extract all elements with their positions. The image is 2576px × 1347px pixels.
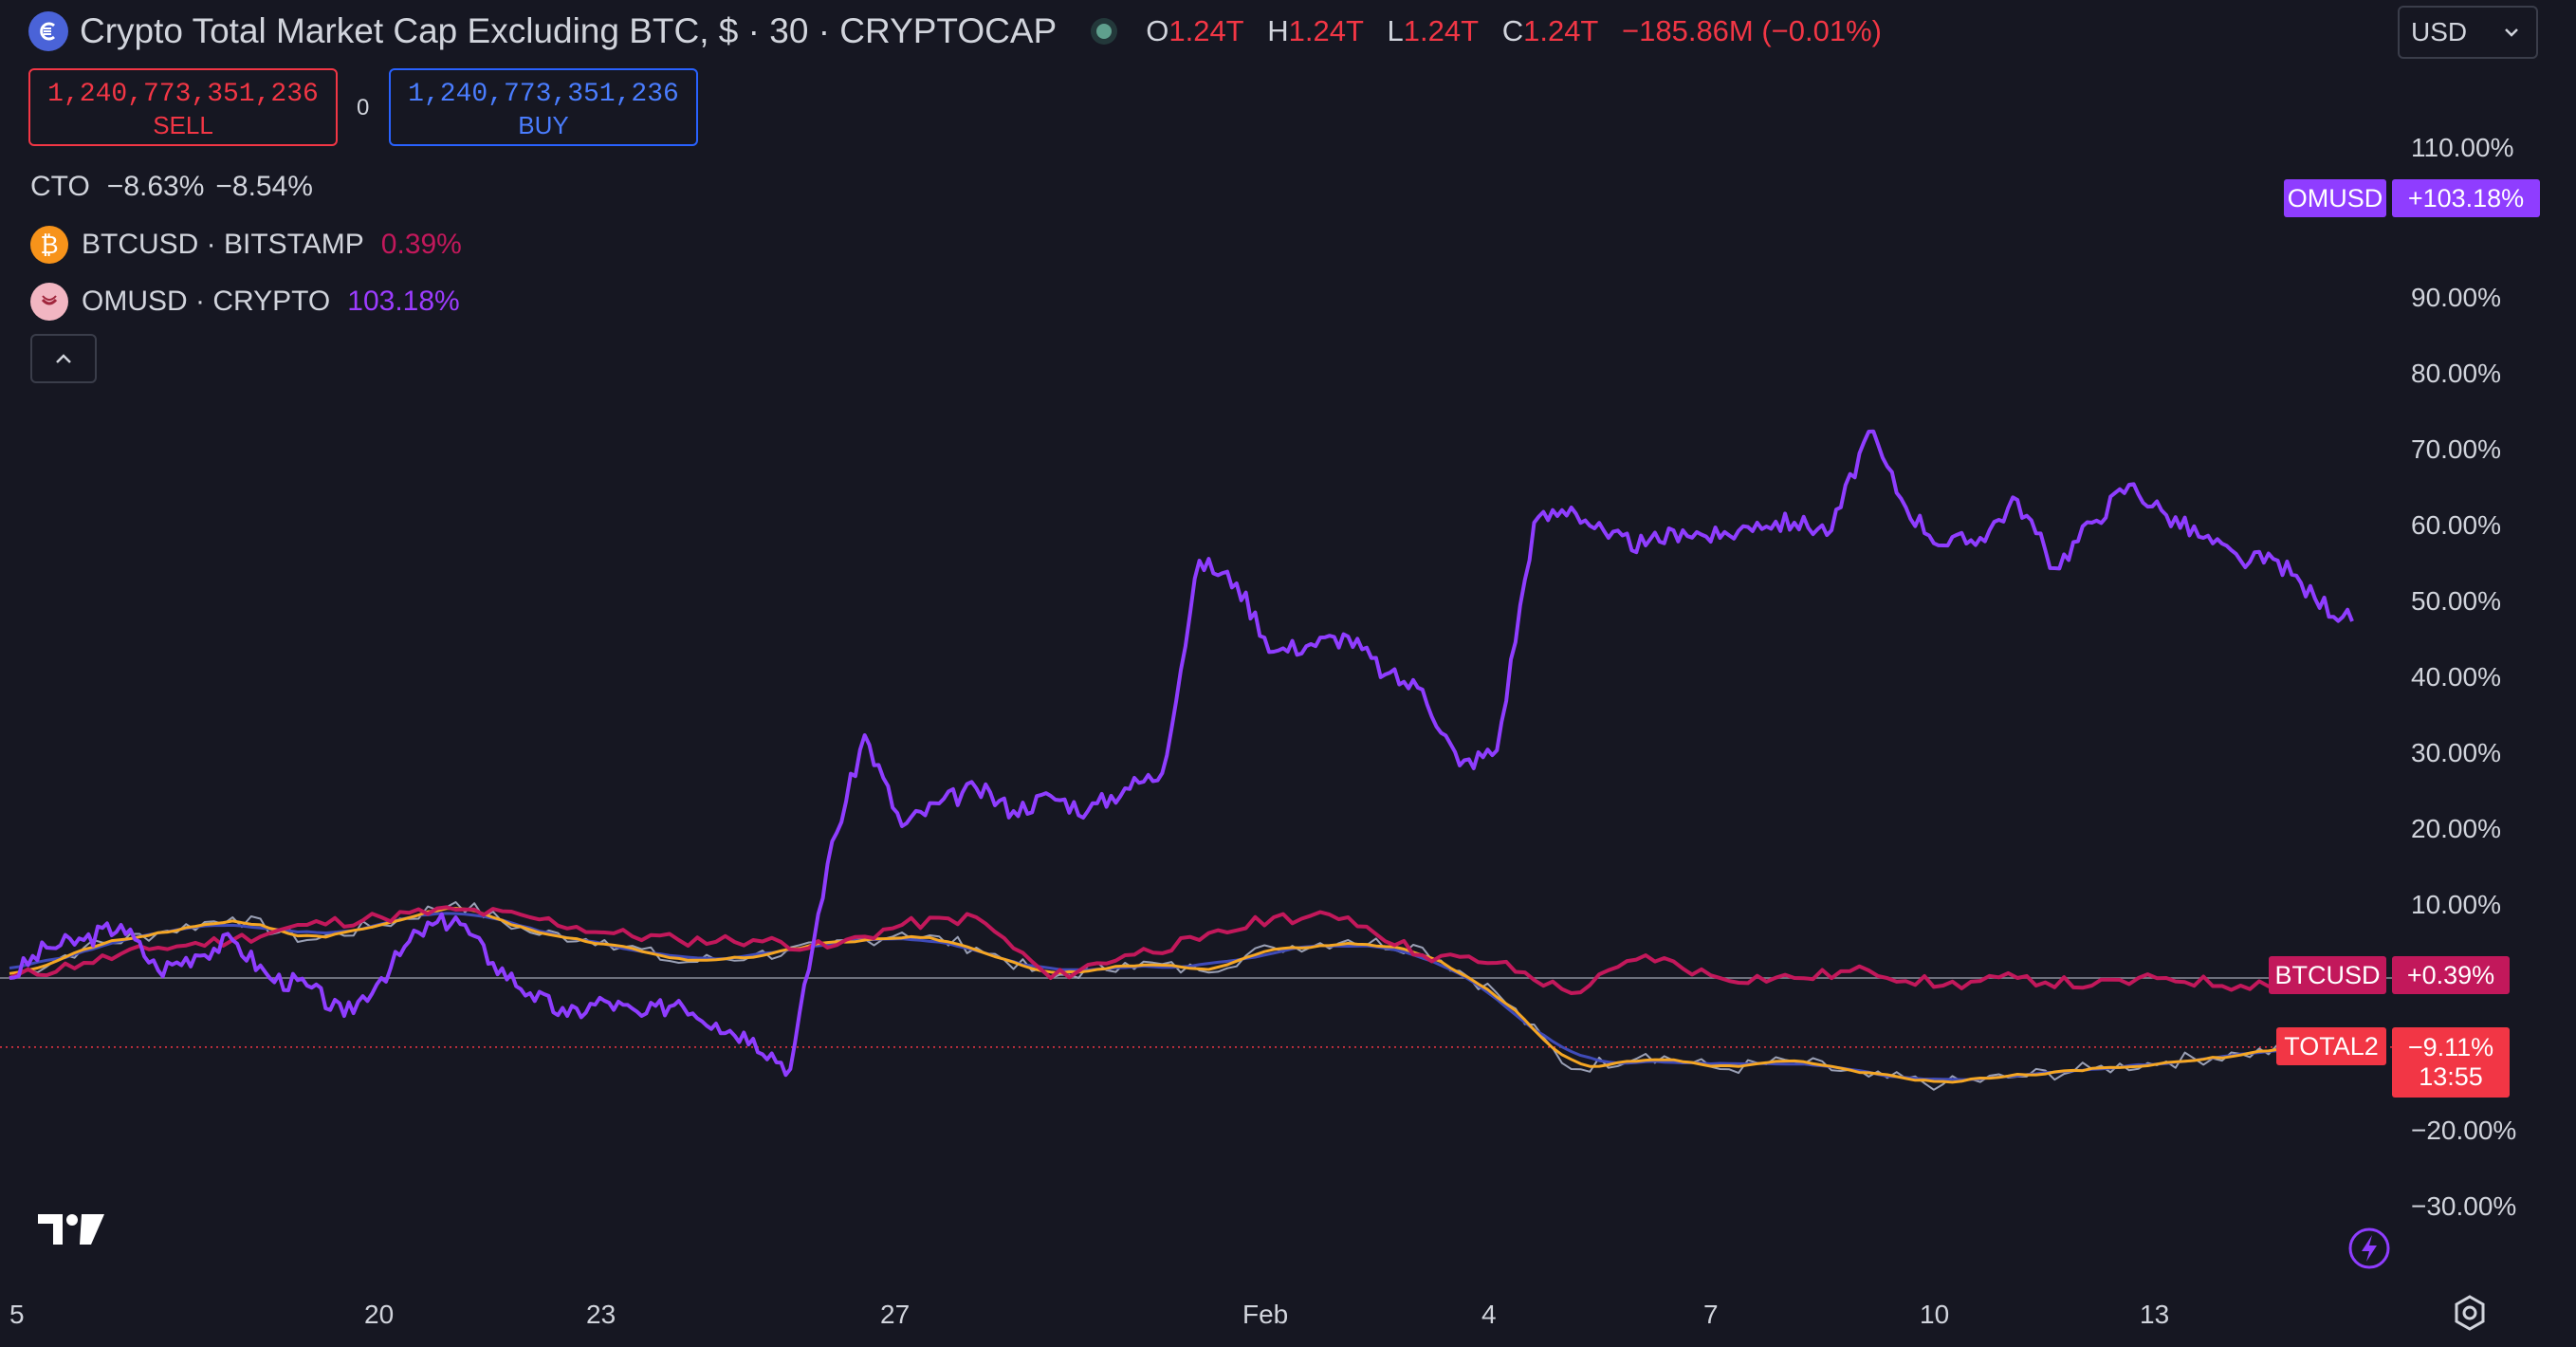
y-tick: 10.00% [2411,890,2501,919]
spread-value: 0 [357,95,370,120]
buy-button[interactable]: 1,240,773,351,236 BUY [389,68,698,146]
btcusd-value-tag: +0.39% [2392,956,2510,994]
y-tick: −30.00% [2411,1191,2517,1221]
legend-item-btcusd[interactable]: ₿ BTCUSD · BITSTAMP 0.39% [30,226,462,264]
series-line-total2-ma-fast[interactable] [9,907,2315,1084]
sell-button[interactable]: 1,240,773,351,236 SELL [28,68,338,146]
x-tick: 5 [9,1300,25,1329]
total2-value-tag: −9.11% 13:55 [2392,1027,2510,1098]
y-tick: 60.00% [2411,510,2501,540]
x-tick: 7 [1703,1300,1719,1329]
market-status-icon[interactable] [1096,24,1113,39]
lightning-icon[interactable] [2346,1226,2392,1271]
tradingview-logo-icon[interactable] [38,1210,104,1248]
x-tick: 13 [2140,1300,2170,1329]
series-line-total2-ma-slow[interactable] [9,912,2315,1081]
y-tick: 110.00% [2411,133,2514,162]
symbol-title[interactable]: Crypto Total Market Cap Excluding BTC, $… [80,11,1058,50]
ohlc-values: O1.24T H1.24T L1.24T C1.24T −185.86M (−0… [1146,14,1883,47]
series-line-btcusd[interactable] [9,905,2316,995]
x-tick: 23 [586,1300,616,1329]
btcusd-name-tag: BTCUSD [2269,956,2386,994]
y-tick: 40.00% [2411,662,2501,692]
y-tick: 20.00% [2411,814,2501,843]
y-tick: −20.00% [2411,1116,2517,1145]
y-tick: 70.00% [2411,434,2501,464]
chevron-up-icon [56,354,71,363]
legend-item-cto[interactable]: CTO −8.63% −8.54% [30,171,313,202]
omusd-name-tag: OMUSD [2284,179,2386,217]
x-tick: 10 [1920,1300,1950,1329]
y-tick: 30.00% [2411,738,2501,767]
y-tick: 90.00% [2411,283,2501,312]
y-tick: 50.00% [2411,586,2501,616]
total2-name-tag: TOTAL2 [2276,1027,2386,1065]
collapse-legend-button[interactable] [30,334,97,383]
x-tick: 27 [880,1300,911,1329]
x-tick: Feb [1242,1300,1289,1329]
currency-select[interactable]: USD [2398,6,2538,59]
cryptocap-logo-icon [28,11,68,51]
y-tick: 80.00% [2411,359,2501,388]
chart-header: Crypto Total Market Cap Excluding BTC, $… [28,8,1882,55]
x-tick: 4 [1481,1300,1497,1329]
gear-icon[interactable] [2451,1294,2489,1332]
omusd-value-tag: +103.18% [2392,179,2540,217]
legend-item-omusd[interactable]: OMUSD · CRYPTO 103.18% [30,283,460,321]
x-tick: 20 [364,1300,395,1329]
mantra-om-icon [30,283,68,321]
bitcoin-icon: ₿ [30,226,68,264]
series-line-omusd[interactable] [9,429,2354,1078]
chevron-down-icon [2505,28,2518,37]
